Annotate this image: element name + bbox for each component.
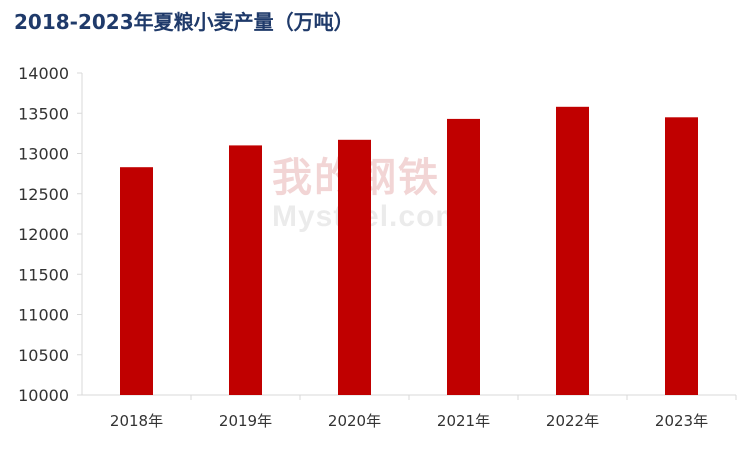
bar-2018年 — [120, 167, 153, 395]
x-tick-label: 2019年 — [219, 412, 272, 430]
y-tick-label: 13500 — [18, 104, 69, 123]
x-tick-label: 2023年 — [655, 412, 708, 430]
y-tick-label: 13000 — [18, 145, 69, 164]
bar-2023年 — [665, 117, 698, 396]
bar-2021年 — [447, 118, 480, 396]
y-tick-label: 12000 — [18, 225, 69, 244]
x-axis-labels: 2018年 2019年 2020年 2021年 2022年 2023年 — [110, 395, 737, 430]
y-tick-label: 11500 — [18, 265, 69, 284]
y-tick-label: 10000 — [18, 386, 69, 405]
bars — [120, 106, 698, 396]
y-tick-label: 10500 — [18, 346, 69, 365]
y-axis-ticks: 10000 10500 11000 11500 12000 12500 13000 13500… — [18, 64, 82, 405]
x-tick-label: 2020年 — [328, 412, 381, 430]
bar-2022年 — [556, 106, 589, 396]
x-tick-label: 2021年 — [437, 412, 490, 430]
y-tick-label: 11000 — [18, 306, 69, 325]
bar-2020年 — [338, 139, 371, 395]
chart-title: 2018-2023年夏粮小麦产量（万吨） — [14, 10, 354, 34]
y-tick-label: 12500 — [18, 185, 69, 204]
chart-axes — [81, 73, 736, 396]
y-tick-label: 14000 — [18, 64, 69, 83]
x-tick-label: 2022年 — [546, 412, 599, 430]
bar-2019年 — [229, 145, 262, 395]
x-tick-label: 2018年 — [110, 412, 163, 430]
